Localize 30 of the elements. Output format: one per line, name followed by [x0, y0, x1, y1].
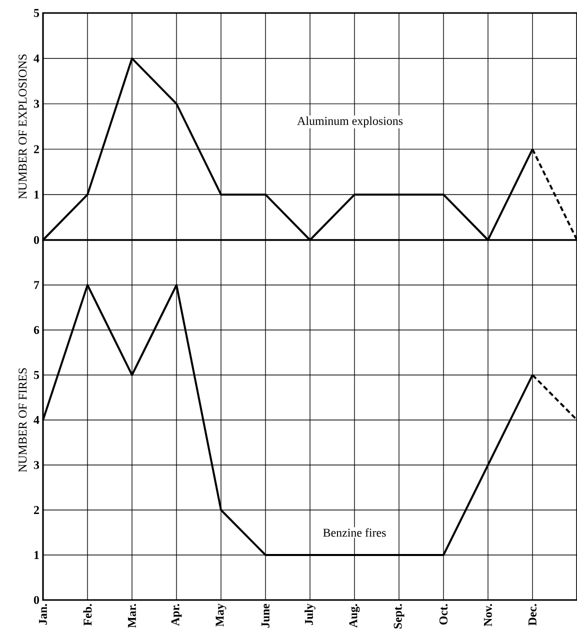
- x-tick-label: June: [262, 604, 270, 628]
- y-axis-title: NUMBER OF FIRES: [18, 368, 27, 472]
- series-label: Benzine fires: [323, 528, 386, 537]
- x-tick-label: Apr.: [171, 604, 182, 626]
- y-tick-label: 1: [34, 190, 39, 199]
- x-tick-label: Nov.: [484, 604, 492, 626]
- y-tick-label: 2: [34, 145, 39, 154]
- x-tick-label: Jan.: [39, 604, 47, 625]
- y-tick-label: 6: [34, 326, 40, 334]
- y-tick-label: 4: [34, 416, 40, 424]
- y-tick-label: 5: [34, 9, 40, 17]
- x-tick-label: Sept.: [394, 604, 404, 628]
- y-tick-label: 4: [34, 54, 40, 62]
- x-tick-label: Oct.: [439, 604, 448, 625]
- x-tick-label: Feb.: [83, 604, 92, 626]
- y-tick-label: 0: [34, 596, 40, 604]
- x-tick-label: Dec.: [528, 604, 537, 626]
- y-axis-title: NUMBER OF EXPLOSIONS: [18, 54, 27, 199]
- y-tick-label: 0: [34, 236, 40, 244]
- x-tick-label: Aug.: [349, 604, 360, 628]
- y-tick-label: 3: [34, 100, 40, 108]
- x-tick-label: Mar.: [128, 604, 136, 628]
- y-tick-label: 2: [34, 506, 39, 514]
- x-tick-label: July: [304, 604, 316, 625]
- text: Aluminum explosions: [297, 116, 403, 128]
- y-tick-label: 3: [34, 460, 40, 470]
- y-tick-label: 7: [34, 281, 40, 289]
- y-tick-label: 1: [34, 551, 39, 559]
- x-tick-label: May: [216, 604, 226, 627]
- y-tick-label: 5: [34, 371, 40, 379]
